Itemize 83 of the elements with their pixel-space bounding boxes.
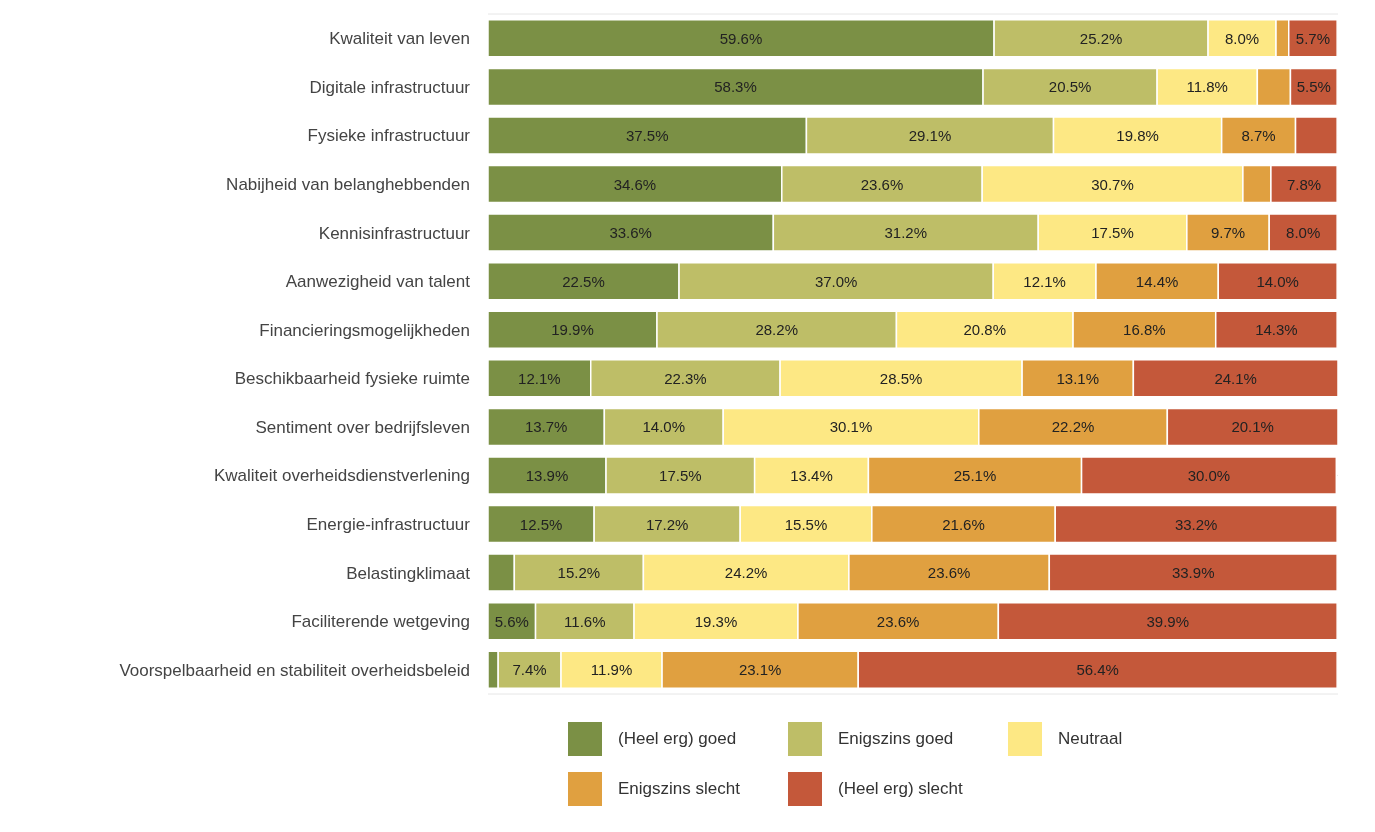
data-label: 39.9% [1146,612,1190,630]
data-label: 29.1% [908,126,952,144]
data-label: 11.6% [564,612,606,630]
data-label: 31.2% [884,224,928,242]
data-label: 8.7% [1241,126,1276,144]
data-label: 30.0% [1187,466,1231,484]
legend-label: Enigszins goed [838,729,954,749]
data-label: 33.6% [609,224,652,242]
data-label: 28.5% [879,369,923,387]
y-tick-label: Faciliterende wetgeving [291,612,470,632]
data-label: 12.1% [1023,272,1066,290]
y-tick-label: Beschikbaarheid fysieke ruimte [234,369,470,389]
data-label: 23.1% [738,661,782,679]
data-label: 23.6% [876,612,920,630]
data-label: 12.1% [518,369,561,387]
data-label: 17.5% [1091,224,1134,242]
data-label: 11.8% [1186,78,1228,96]
data-label: 14.3% [1255,321,1298,339]
y-tick-label: Sentiment over bedrijfsleven [255,417,470,437]
data-label: 13.7% [524,418,568,436]
data-label: 30.1% [829,418,873,436]
data-label: 19.8% [1116,126,1159,144]
data-label: 59.6% [719,29,763,47]
data-label: 30.7% [1091,175,1134,193]
data-label: 12.5% [519,515,563,533]
data-label: 20.8% [963,321,1007,339]
y-tick-label: Voorspelbaarheid en stabiliteit overheidsbeleid [119,660,470,680]
data-label: 7.4% [512,661,547,679]
data-label: 5.5% [1296,78,1331,96]
y-tick-label: Kennisinfrastructuur [318,223,471,243]
data-label: 9.7% [1210,224,1246,242]
data-label: 14.0% [642,418,686,436]
y-tick-label: Kwaliteit van leven [329,29,470,49]
data-label: 58.3% [714,78,757,96]
data-label: 25.2% [1079,29,1123,47]
data-label: 16.8% [1123,321,1166,339]
y-tick-label: Financieringsmogelijkheden [259,320,470,340]
data-label: 8.0% [1224,29,1260,47]
data-label: 17.5% [659,466,702,484]
data-label: 5.6% [494,612,529,630]
data-label: 34.6% [613,175,657,193]
data-label: 17.2% [645,515,689,533]
data-label: 22.2% [1051,418,1095,436]
data-label: 13.9% [525,466,569,484]
data-label: 15.2% [557,564,601,582]
data-label: 15.5% [784,515,828,533]
y-tick-label: Energie-infrastructuur [306,515,471,535]
data-label: 20.5% [1048,78,1092,96]
data-label: 11.9% [590,661,633,679]
data-label: 5.7% [1295,29,1331,47]
data-label: 24.2% [724,564,768,582]
data-label: 25.1% [953,466,997,484]
data-label: 19.9% [551,321,594,339]
data-label: 28.2% [755,321,798,339]
data-label: 7.8% [1286,175,1322,193]
data-label: 23.6% [860,175,904,193]
data-label: 56.4% [1076,661,1119,679]
y-tick-label: Belastingklimaat [346,563,471,583]
legend-label: Enigszins slecht [618,779,740,799]
data-label: 14.4% [1135,272,1179,290]
y-tick-label: Kwaliteit overheidsdienstverlening [213,466,470,486]
legend-label: (Heel erg) slecht [838,779,963,799]
data-label: 37.0% [814,272,858,290]
data-label: 20.1% [1231,418,1274,436]
data-label: 19.3% [694,612,738,630]
data-label: 22.5% [562,272,605,290]
data-label: 13.1% [1056,369,1100,387]
data-label: 13.4% [790,466,833,484]
data-label: 24.1% [1214,369,1257,387]
y-tick-label: Nabijheid van belanghebbenden [226,175,470,195]
data-label: 37.5% [625,126,669,144]
data-label: 21.6% [942,515,985,533]
data-label: 22.3% [664,369,707,387]
y-tick-label: Aanwezigheid van talent [285,272,471,292]
data-label: 33.9% [1171,564,1215,582]
data-label: 8.0% [1286,224,1321,242]
y-tick-label: Digitale infrastructuur [309,77,471,97]
legend-label: Neutraal [1058,729,1123,749]
legend-label: (Heel erg) goed [618,729,737,749]
data-label: 33.2% [1174,515,1218,533]
data-label: 14.0% [1256,272,1299,290]
y-tick-label: Fysieke infrastructuur [307,126,471,146]
data-label: 23.6% [927,564,971,582]
